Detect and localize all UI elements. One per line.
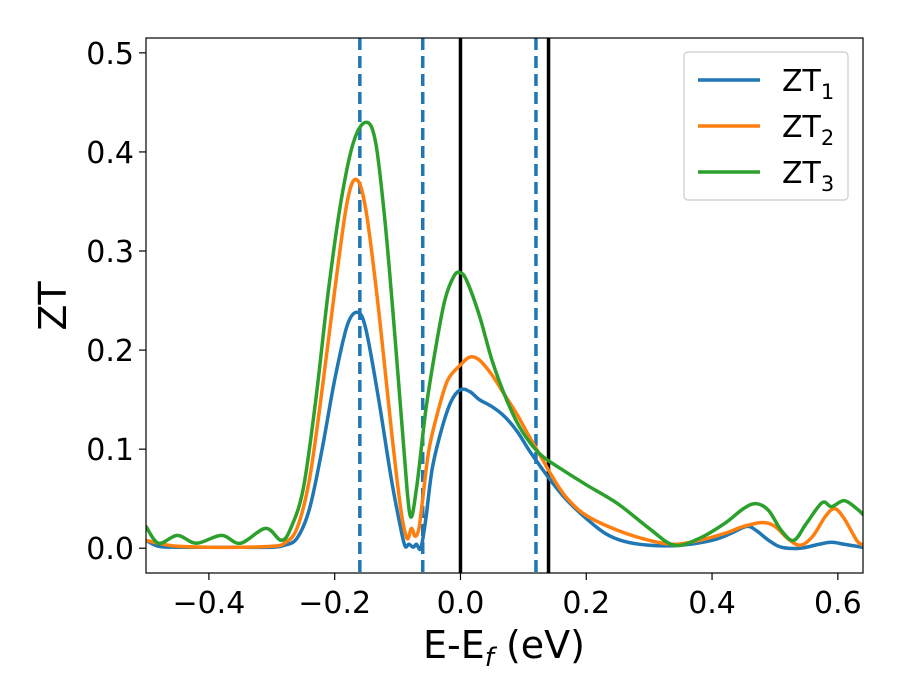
plot-frame (145, 37, 864, 574)
series-line-3 (146, 120, 863, 548)
y-axis-label: ZT (31, 281, 75, 331)
x-tick-label: −0.2 (298, 586, 371, 621)
x-axis: −0.4 −0.2 0.0 0.2 0.4 0.6 (172, 573, 862, 621)
legend-label-1: ZT1 (782, 64, 834, 104)
legend-label-sub: 1 (821, 80, 834, 104)
y-tick-label: 0.5 (86, 37, 134, 72)
y-tick-label: 0.3 (86, 235, 134, 270)
y-axis: 0.0 0.1 0.2 0.3 0.4 0.5 (86, 37, 146, 567)
legend-label-sub: 3 (821, 172, 834, 196)
legend-label-2: ZT2 (782, 110, 834, 150)
reference-lines (358, 38, 551, 573)
y-tick-label: 0.1 (86, 433, 134, 468)
x-axis-label-unit: (eV) (494, 623, 585, 667)
y-tick-label: 0.2 (86, 334, 134, 369)
y-tick-label: 0.0 (86, 532, 134, 567)
series-lines (146, 120, 863, 552)
legend-label-main: ZT (782, 156, 822, 191)
legend-label-sub: 2 (821, 126, 834, 150)
y-tick-label: 0.4 (86, 136, 134, 171)
x-tick-label: 0.6 (814, 586, 862, 621)
x-tick-label: 0.4 (688, 586, 736, 621)
x-tick-label: 0.0 (437, 586, 485, 621)
x-axis-label: E-Ef (eV) (423, 623, 585, 673)
legend-label-3: ZT3 (782, 156, 834, 196)
x-tick-label: 0.2 (562, 586, 610, 621)
x-axis-label-main: E-E (423, 623, 485, 667)
x-tick-label: −0.4 (172, 586, 245, 621)
legend-box (683, 51, 849, 201)
series-line-2 (146, 177, 863, 550)
legend-label-main: ZT (782, 64, 822, 99)
legend-label-main: ZT (782, 110, 822, 145)
